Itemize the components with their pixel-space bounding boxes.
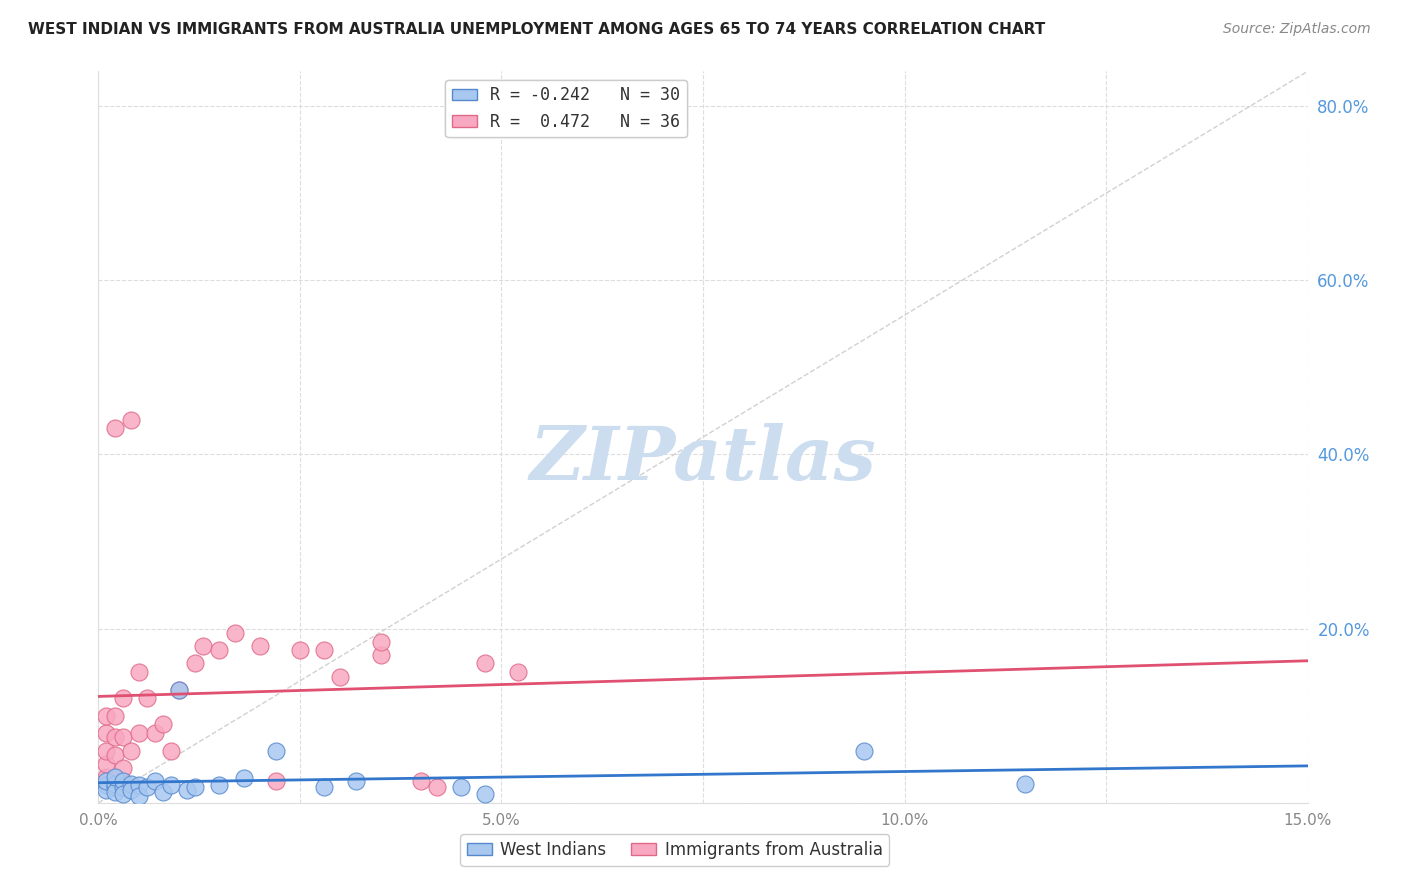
Point	[103, 780, 125, 794]
Point	[143, 774, 166, 789]
Point	[128, 726, 150, 740]
Point	[103, 421, 125, 435]
Point	[120, 743, 142, 757]
Point	[128, 665, 150, 680]
Point	[264, 743, 287, 757]
Point	[120, 777, 142, 791]
Point	[111, 774, 134, 789]
Point	[96, 782, 118, 797]
Point	[96, 708, 118, 723]
Point	[329, 669, 352, 683]
Point	[184, 780, 207, 794]
Point	[152, 717, 174, 731]
Point	[111, 787, 134, 801]
Legend: West Indians, Immigrants from Australia: West Indians, Immigrants from Australia	[460, 835, 890, 866]
Point	[176, 782, 198, 797]
Point	[103, 708, 125, 723]
Point	[160, 778, 183, 792]
Point	[111, 731, 134, 745]
Point	[103, 747, 125, 762]
Point	[1014, 777, 1036, 791]
Point	[370, 648, 392, 662]
Legend: R = -0.242   N = 30, R =  0.472   N = 36: R = -0.242 N = 30, R = 0.472 N = 36	[446, 79, 688, 137]
Point	[344, 774, 367, 789]
Point	[314, 780, 336, 794]
Point	[120, 412, 142, 426]
Point	[314, 643, 336, 657]
Point	[370, 634, 392, 648]
Point	[506, 665, 529, 680]
Point	[96, 743, 118, 757]
Point	[111, 780, 134, 794]
Point	[193, 639, 215, 653]
Text: ZIPatlas: ZIPatlas	[530, 423, 876, 495]
Point	[264, 774, 287, 789]
Text: Source: ZipAtlas.com: Source: ZipAtlas.com	[1223, 22, 1371, 37]
Point	[249, 639, 271, 653]
Point	[96, 770, 118, 784]
Point	[143, 726, 166, 740]
Point	[120, 782, 142, 797]
Point	[184, 657, 207, 671]
Point	[103, 731, 125, 745]
Point	[208, 643, 231, 657]
Point	[167, 682, 190, 697]
Point	[474, 787, 496, 801]
Point	[96, 774, 118, 789]
Text: WEST INDIAN VS IMMIGRANTS FROM AUSTRALIA UNEMPLOYMENT AMONG AGES 65 TO 74 YEARS : WEST INDIAN VS IMMIGRANTS FROM AUSTRALIA…	[28, 22, 1046, 37]
Point	[167, 682, 190, 697]
Point	[160, 743, 183, 757]
Point	[96, 726, 118, 740]
Point	[426, 780, 449, 794]
Point	[135, 780, 157, 794]
Point	[152, 785, 174, 799]
Point	[103, 785, 125, 799]
Point	[450, 780, 472, 794]
Point	[96, 756, 118, 771]
Point	[128, 778, 150, 792]
Point	[111, 691, 134, 706]
Point	[96, 778, 118, 792]
Point	[232, 772, 254, 786]
Point	[208, 778, 231, 792]
Point	[103, 777, 125, 791]
Point	[288, 643, 311, 657]
Point	[111, 761, 134, 775]
Point	[135, 691, 157, 706]
Point	[409, 774, 432, 789]
Point	[853, 743, 876, 757]
Point	[103, 770, 125, 784]
Point	[128, 789, 150, 803]
Point	[474, 657, 496, 671]
Point	[224, 626, 246, 640]
